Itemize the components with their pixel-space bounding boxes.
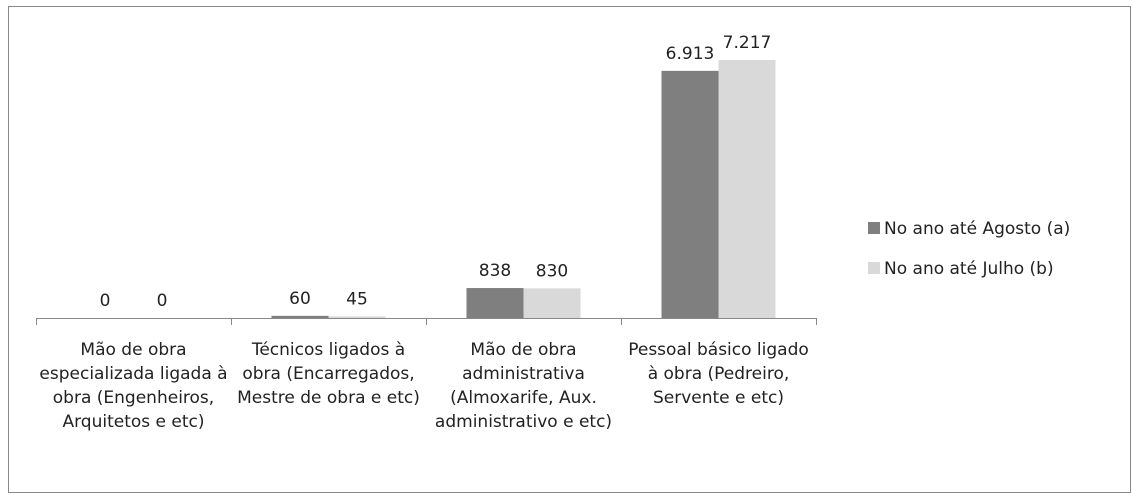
value-label: 45 xyxy=(346,289,368,309)
value-label: 7.217 xyxy=(723,33,772,53)
x-tick-label: Pessoal básico ligado à obra (Pedreiro, … xyxy=(628,340,809,408)
chart-frame xyxy=(8,6,1131,493)
bar xyxy=(718,59,776,318)
x-tick-label: Mão de obra administrativa (Almoxarife, … xyxy=(434,340,613,432)
value-label: 0 xyxy=(100,291,111,311)
x-tick-label: Mão de obra especializada ligada à obra … xyxy=(39,340,228,432)
value-label: 830 xyxy=(536,261,568,281)
bar xyxy=(661,70,719,318)
bar xyxy=(523,288,581,318)
legend-label: No ano até Agosto (a) xyxy=(884,219,1070,239)
bar xyxy=(271,315,329,318)
bar xyxy=(466,288,524,318)
bar xyxy=(328,316,386,318)
legend-swatch xyxy=(868,262,880,274)
value-label: 0 xyxy=(157,291,168,311)
legend-label: No ano até Julho (b) xyxy=(884,259,1054,279)
value-label: 60 xyxy=(289,289,311,309)
value-label: 6.913 xyxy=(666,44,715,64)
legend-swatch xyxy=(868,222,880,234)
value-label: 838 xyxy=(479,261,511,281)
x-tick-label: Técnicos ligados à obra (Encarregados, M… xyxy=(237,340,420,408)
